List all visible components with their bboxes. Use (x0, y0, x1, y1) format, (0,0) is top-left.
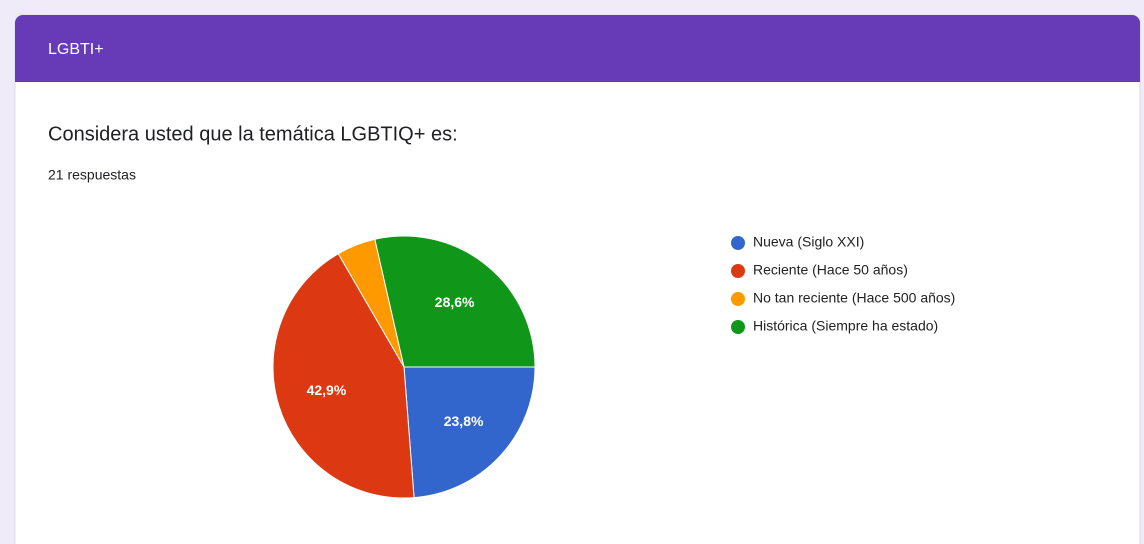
pie-slice (374, 235, 536, 368)
legend-label: Reciente (Hace 50 años) (753, 262, 908, 278)
slice-label: 42,9% (307, 382, 347, 398)
chart-title: Considera usted que la temática LGBTIQ+ … (48, 123, 458, 145)
slice-label: 28,6% (435, 294, 475, 310)
card (14, 14, 1141, 544)
legend-label: Nueva (Siglo XXI) (753, 234, 864, 250)
legend-swatch (731, 292, 745, 306)
legend-swatch (731, 320, 745, 334)
pie-slice (403, 366, 536, 499)
legend-label: No tan reciente (Hace 500 años) (753, 290, 955, 306)
header-title: LGBTI+ (48, 41, 104, 58)
slice-label: 23,8% (444, 413, 484, 429)
pie-slice (272, 253, 415, 499)
card-header (15, 15, 1140, 82)
chart-subtitle: 21 respuestas (48, 167, 136, 183)
legend-label: Histórica (Siempre ha estado) (753, 318, 938, 334)
legend-swatch (731, 264, 745, 278)
legend-swatch (731, 236, 745, 250)
